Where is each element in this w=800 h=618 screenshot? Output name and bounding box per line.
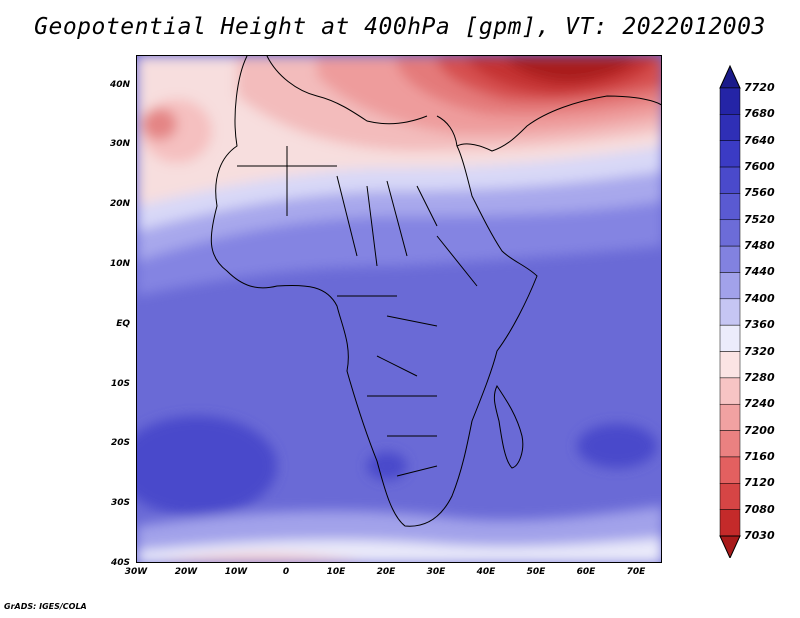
colorbar-segment [719, 509, 741, 537]
colorbar-segment [719, 140, 741, 168]
lon-label: 20W [174, 567, 198, 577]
map-title: Geopotential Height at 400hPa [gpm], VT:… [34, 14, 766, 40]
colorbar-segment [719, 272, 741, 300]
lon-label: 30E [426, 567, 446, 577]
colorbar-label: 7160 [744, 449, 775, 463]
colorbar-label: 7030 [744, 529, 775, 542]
lon-label: 50E [526, 567, 546, 577]
colorbar-min-arrow [719, 535, 741, 558]
footer-credit: GrADS: IGES/COLA [4, 602, 87, 611]
lat-label: 40N [109, 80, 130, 90]
lat-label: 20S [110, 438, 130, 448]
colorbar-segment [719, 87, 741, 115]
colorbar-label: 7480 [744, 239, 775, 253]
lon-label: 0 [282, 567, 290, 577]
colorbar-segment [719, 324, 741, 352]
colorbar-label: 7600 [744, 160, 775, 174]
colorbar-segment [719, 430, 741, 458]
colorbar-label: 7120 [744, 476, 775, 490]
lon-label: 10E [326, 567, 346, 577]
colorbar-label: 7240 [744, 397, 775, 411]
colorbar-label: 7360 [744, 318, 775, 332]
lat-label: 30N [109, 139, 130, 149]
colorbar-label: 7680 [744, 107, 775, 121]
lat-label: EQ [116, 319, 130, 329]
lat-label: 20N [109, 199, 130, 209]
colorbar-label: 7640 [744, 133, 775, 147]
coastlines [210, 56, 661, 527]
colorbar-segment [719, 193, 741, 221]
colorbar-label: 7560 [744, 186, 775, 200]
colorbar-label: 7200 [744, 423, 775, 437]
colorbar-label: 7520 [744, 212, 775, 226]
lon-label: 60E [576, 567, 596, 577]
lon-label: 30W [124, 567, 148, 577]
lon-label: 70E [626, 567, 646, 577]
colorbar-max-arrow [719, 64, 741, 89]
colorbar-segment [719, 456, 741, 484]
colorbar-label: 7080 [744, 502, 775, 516]
contour-map [137, 56, 661, 562]
colorbar-label: 7280 [744, 370, 775, 384]
colorbar-segment [719, 219, 741, 247]
map-panel [136, 55, 662, 563]
lon-label: 40E [476, 567, 496, 577]
colorbar-segment [719, 298, 741, 326]
colorbar-label: 7320 [744, 344, 775, 358]
colorbar-segment [719, 245, 741, 273]
colorbar-label: 7400 [744, 291, 775, 305]
colorbar-label: 7440 [744, 265, 775, 279]
colorbar-segment [719, 351, 741, 379]
colorbar-segment [719, 377, 741, 405]
lat-label: 30S [110, 498, 130, 508]
height-contours [137, 56, 661, 562]
colorbar-segment [719, 166, 741, 194]
colorbar-label: 7720 [744, 81, 775, 94]
lat-label: 10N [109, 259, 130, 269]
colorbar-segment [719, 114, 741, 141]
colorbar-segment [719, 483, 741, 510]
lon-label: 10W [224, 567, 248, 577]
lat-label: 10S [110, 379, 130, 389]
colorbar-segment [719, 403, 741, 431]
colorbar [719, 64, 741, 558]
lon-label: 20E [376, 567, 396, 577]
lat-label: 40S [110, 558, 130, 568]
